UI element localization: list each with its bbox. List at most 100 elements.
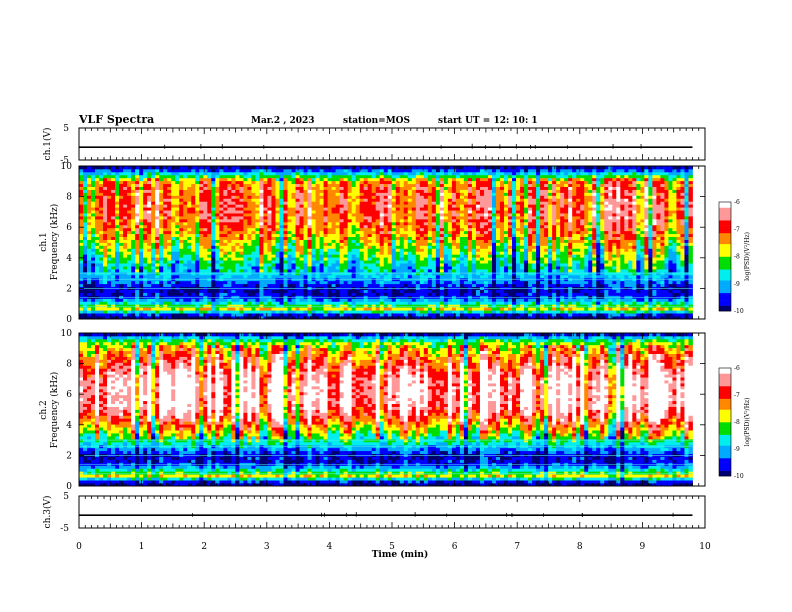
spectrogram-cell (171, 198, 176, 202)
spectrogram-cell (123, 213, 128, 217)
spectrogram-cell (335, 313, 341, 317)
spectrogram-cell (227, 242, 232, 246)
spectrogram-cell (443, 213, 449, 217)
spectrogram-cell (419, 242, 425, 246)
spectrogram-cell (315, 174, 320, 179)
spectrogram-cell (211, 221, 216, 226)
spectrogram-cell (127, 295, 132, 299)
spectrogram-cell (131, 266, 136, 270)
spectrogram-cell (323, 313, 328, 317)
spectrogram-cell (159, 186, 164, 190)
spectrogram-cell (95, 174, 100, 179)
spectrogram-cell (383, 171, 389, 176)
spectrogram-cell (431, 304, 437, 308)
spectrogram-cell (107, 177, 112, 182)
spectrogram-cell (279, 174, 284, 179)
spectrogram-cell (423, 186, 429, 190)
spectrogram-cell (79, 257, 84, 261)
spectrogram-cell (147, 207, 152, 211)
spectrogram-cell (91, 236, 96, 240)
spectrogram-cell (231, 198, 236, 202)
spectrogram-cell (387, 201, 393, 205)
spectrogram-cell (255, 316, 260, 320)
spectrogram-cell (299, 192, 304, 196)
spectrogram-cell (415, 236, 421, 240)
spectrogram-cell (271, 233, 276, 238)
spectrogram-cell (439, 307, 445, 311)
spectrogram-cell (183, 280, 188, 285)
spectrogram-cell (127, 263, 132, 267)
spectrogram-cell (271, 171, 276, 176)
spectrogram-cell (123, 198, 128, 202)
spectrogram-cell (115, 180, 120, 185)
spectrogram-cell (391, 263, 397, 267)
spectrogram-cell (299, 221, 304, 226)
spectrogram-cell (287, 218, 292, 223)
spectrogram-cell (319, 304, 324, 308)
spectrogram-cell (415, 301, 421, 305)
spectrogram-cell (175, 298, 180, 302)
spectrogram-cell (223, 224, 228, 229)
spectrogram-cell (243, 192, 248, 196)
spectrogram-cell (363, 239, 369, 243)
spectrogram-cell (187, 266, 192, 270)
spectrogram-cell (235, 304, 240, 308)
spectrogram-cell (123, 210, 128, 214)
spectrogram-cell (351, 186, 357, 190)
spectrogram-cell (231, 174, 236, 179)
spectrogram-cell (215, 298, 220, 302)
spectrogram-cell (83, 301, 88, 305)
spectrogram-cell (99, 189, 104, 193)
spectrogram-cell (87, 221, 92, 226)
spectrogram-cell (135, 204, 140, 208)
spectrogram-cell (419, 301, 425, 305)
spectrogram-cell (403, 301, 409, 305)
spectrogram-cell (383, 298, 389, 302)
spectrogram-cell (175, 242, 180, 246)
spectrogram-cell (351, 216, 357, 220)
spectrogram-cell (227, 298, 232, 302)
spectrogram-cell (431, 224, 437, 229)
spectrogram-cell (307, 316, 312, 320)
spectrogram-cell (403, 207, 409, 211)
spectrogram-cell (79, 280, 84, 285)
spectrogram-cell (235, 274, 240, 279)
spectrogram-cell (331, 230, 337, 235)
spectrogram-cell (431, 227, 437, 232)
spectrogram-cell (207, 268, 212, 273)
spectrogram-cell (147, 301, 152, 305)
spectrogram-cell (303, 242, 308, 246)
spectrogram-cell (207, 189, 212, 193)
spectrogram-cell (331, 174, 337, 179)
spectrogram-cell (91, 242, 96, 246)
spectrogram-cell (367, 301, 373, 305)
spectrogram-cell (215, 263, 220, 267)
spectrogram-cell (143, 292, 148, 296)
spectrogram-cell (343, 283, 349, 288)
spectrogram-cell (427, 283, 433, 288)
spectrogram-cell (319, 251, 324, 255)
spectrogram-cell (375, 218, 381, 223)
spectrogram-cell (223, 257, 228, 261)
spectrogram-cell (295, 274, 300, 279)
spectrogram-cell (103, 166, 108, 170)
spectrogram-cell (355, 201, 361, 205)
spectrogram-cell (143, 271, 148, 276)
spectrogram-cell (391, 227, 397, 232)
spectrogram-cell (231, 177, 236, 182)
spectrogram-cell (107, 298, 112, 302)
spectrogram-cell (123, 301, 128, 305)
spectrogram-cell (403, 245, 409, 249)
spectrogram-cell (259, 180, 264, 185)
spectrogram-cell (83, 307, 88, 311)
spectrogram-cell (359, 274, 365, 279)
spectrogram-cell (407, 310, 413, 314)
spectrogram-cell (435, 316, 441, 320)
spectrogram-cell (143, 174, 148, 179)
spectrogram-cell (411, 248, 417, 252)
spectrogram-cell (135, 177, 140, 182)
spectrogram-cell (163, 274, 168, 279)
spectrogram-cell (363, 171, 369, 176)
spectrogram-cell (239, 310, 244, 314)
